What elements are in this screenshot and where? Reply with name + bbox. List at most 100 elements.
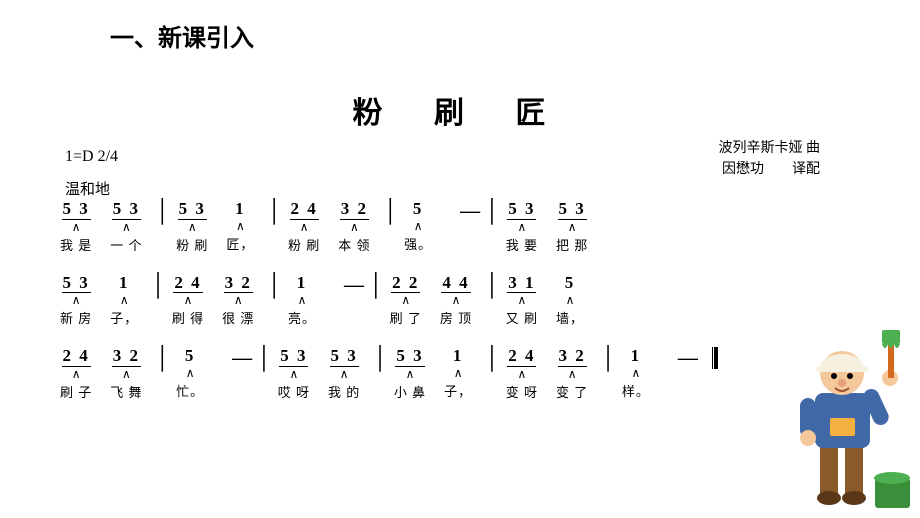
note-number: 1 bbox=[452, 347, 465, 366]
accent-mark: ∧ bbox=[222, 294, 254, 306]
lyric: 匠， bbox=[226, 234, 254, 253]
rest-dash: — bbox=[344, 274, 364, 297]
final-barline bbox=[712, 347, 718, 369]
note-cell: 3 2∧很 漂 bbox=[222, 274, 254, 328]
accent-mark: ∧ bbox=[390, 294, 422, 306]
note-number: 5 3 bbox=[558, 200, 587, 220]
rest-dash: — bbox=[678, 347, 698, 370]
painter-illustration bbox=[770, 328, 920, 518]
lyric: 把 那 bbox=[556, 235, 588, 254]
accent-mark: ∧ bbox=[506, 294, 538, 306]
barline: │ bbox=[155, 200, 171, 222]
accent-mark: ∧ bbox=[176, 367, 204, 379]
note-number: 5 bbox=[564, 274, 577, 293]
barline: │ bbox=[484, 347, 500, 369]
lyric: 强。 bbox=[404, 234, 432, 253]
score-line: 5 3∧新 房1∧子，│2 4∧刷 得3 2∧很 漂│1∧亮。—│2 2∧刷 了… bbox=[60, 274, 840, 328]
accent-mark: ∧ bbox=[404, 220, 432, 232]
note-number: 1 bbox=[296, 274, 309, 293]
lyric: 我 是 bbox=[60, 235, 92, 254]
accent-mark: ∧ bbox=[622, 367, 650, 379]
note-number: 4 4 bbox=[441, 274, 470, 294]
note-number: 5 3 bbox=[62, 200, 91, 220]
note-number: 1 bbox=[234, 200, 247, 219]
lyric: 子， bbox=[444, 381, 472, 400]
rest-dash: — bbox=[460, 200, 480, 223]
lyric: 子， bbox=[110, 308, 138, 327]
note-cell: 2 4∧粉 刷 bbox=[288, 200, 320, 254]
note-number: 2 4 bbox=[62, 347, 91, 367]
rest-dash: — bbox=[232, 347, 252, 370]
barline: │ bbox=[256, 347, 272, 369]
note-cell: 5∧ 墙， bbox=[556, 274, 584, 327]
accent-mark: ∧ bbox=[278, 368, 310, 380]
note-number: 3 2 bbox=[340, 200, 369, 220]
note-number: 5 3 bbox=[62, 274, 91, 294]
note-cell: 3 2∧飞 舞 bbox=[110, 347, 142, 401]
note-cell: 2 4∧ 变 呀 bbox=[506, 347, 538, 401]
note-cell: 4 4∧ 房 顶 bbox=[440, 274, 472, 328]
lyric: 一 个 bbox=[110, 235, 142, 254]
score-line: 2 4∧刷 子3 2∧飞 舞│5∧忙。—│5 3∧哎 呀5 3∧我 的│5 3∧… bbox=[60, 347, 840, 401]
note-cell: 3 1∧又 刷 bbox=[506, 274, 538, 328]
note-number: 2 4 bbox=[290, 200, 319, 220]
accent-mark: ∧ bbox=[226, 220, 254, 232]
note-number: 2 2 bbox=[391, 274, 420, 294]
lyric: 飞 舞 bbox=[110, 382, 142, 401]
lyric: 样。 bbox=[622, 381, 650, 400]
barline: │ bbox=[266, 274, 282, 296]
composer: 波列辛斯卡娅 曲 bbox=[719, 138, 821, 159]
accent-mark: ∧ bbox=[506, 221, 538, 233]
note-number: 2 4 bbox=[507, 347, 536, 367]
note-cell: 1∧ 亮。 bbox=[288, 274, 316, 327]
accent-mark: ∧ bbox=[176, 221, 208, 233]
note-number: 5 bbox=[412, 200, 425, 219]
note-cell: 1∧子， bbox=[110, 274, 138, 327]
accent-mark: ∧ bbox=[172, 294, 204, 306]
note-cell: 1∧ 样。 bbox=[622, 347, 650, 400]
accent-mark: ∧ bbox=[394, 368, 426, 380]
barline: │ bbox=[368, 274, 384, 296]
lyric: 变 了 bbox=[556, 382, 588, 401]
note-cell: 5 3∧哎 呀 bbox=[278, 347, 310, 401]
note-cell: 5 3∧ 我 是 bbox=[60, 200, 92, 254]
lyric: 我 要 bbox=[506, 235, 538, 254]
note-cell: 5 3∧把 那 bbox=[556, 200, 588, 254]
note-number: 5 bbox=[184, 347, 197, 366]
lyric: 刷 得 bbox=[172, 308, 204, 327]
note-cell: 5 3∧新 房 bbox=[60, 274, 92, 328]
lyric: 刷 子 bbox=[60, 382, 92, 401]
accent-mark: ∧ bbox=[60, 294, 92, 306]
lyric: 粉 刷 bbox=[288, 235, 320, 254]
note-cell: 5 3∧粉 刷 bbox=[176, 200, 208, 254]
note-cell: 2 2∧刷 了 bbox=[390, 274, 422, 328]
note-number: 1 bbox=[630, 347, 643, 366]
note-number: 3 2 bbox=[558, 347, 587, 367]
score-line: 5 3∧我 是5 3∧一 个│5 3∧粉 刷1∧匠，│2 4∧粉 刷3 2∧本 … bbox=[60, 200, 840, 254]
lyric: 忙。 bbox=[176, 381, 204, 400]
accent-mark: ∧ bbox=[440, 294, 472, 306]
note-cell: 2 4∧ 刷 子 bbox=[60, 347, 92, 401]
barline: │ bbox=[150, 274, 166, 296]
lyric: 墙， bbox=[556, 308, 584, 327]
lyric: 变 呀 bbox=[506, 382, 538, 401]
accent-mark: ∧ bbox=[506, 368, 538, 380]
accent-mark: ∧ bbox=[288, 294, 316, 306]
accent-mark: ∧ bbox=[556, 294, 584, 306]
note-cell: 1∧ 匠， bbox=[226, 200, 254, 253]
note-cell: 5 3∧一 个 bbox=[110, 200, 142, 254]
accent-mark: ∧ bbox=[60, 221, 92, 233]
note-cell: 3 2∧变 了 bbox=[556, 347, 588, 401]
section-heading: 一、新课引入 bbox=[110, 18, 254, 53]
credits: 波列辛斯卡娅 曲 因懋功 译配 bbox=[719, 138, 821, 180]
barline: │ bbox=[484, 274, 500, 296]
lyric: 房 顶 bbox=[440, 308, 472, 327]
lyric: 又 刷 bbox=[506, 308, 538, 327]
lyric: 亮。 bbox=[288, 308, 316, 327]
note-number: 5 3 bbox=[178, 200, 207, 220]
lyric: 本 领 bbox=[338, 235, 370, 254]
accent-mark: ∧ bbox=[60, 368, 92, 380]
note-number: 5 3 bbox=[395, 347, 424, 367]
note-number: 3 2 bbox=[112, 347, 141, 367]
accent-mark: ∧ bbox=[110, 221, 142, 233]
